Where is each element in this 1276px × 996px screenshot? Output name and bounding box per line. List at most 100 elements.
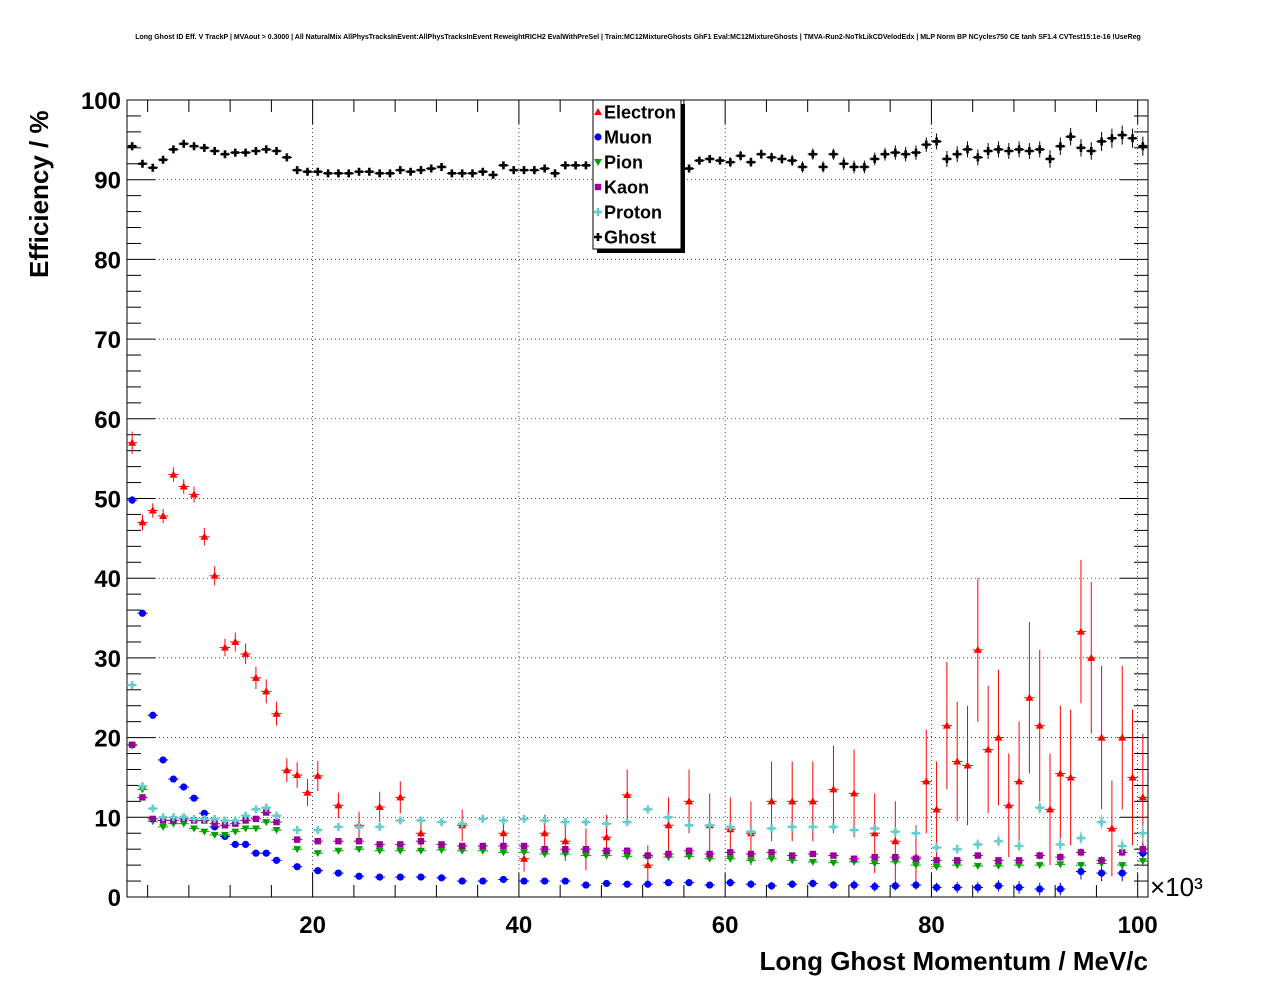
ghost-point (994, 145, 1003, 154)
electron-point (953, 757, 962, 765)
ghost-point (716, 156, 725, 165)
kaon-point (1036, 852, 1043, 859)
electron-point (231, 637, 240, 645)
pion-point (179, 820, 188, 828)
pion-point (200, 828, 209, 836)
data-series (127, 125, 1148, 896)
ghost-point (179, 139, 188, 148)
proton-point (478, 814, 487, 823)
electron-point (561, 837, 570, 845)
ghost-point (746, 158, 755, 167)
y-tick-label: 40 (94, 566, 121, 593)
proton-point (1138, 829, 1147, 838)
muon-point (994, 882, 1003, 890)
muon-point (809, 879, 817, 888)
pion-point (726, 855, 735, 863)
muon-point (1036, 885, 1044, 893)
electron-point (984, 745, 993, 753)
ghost-point (953, 150, 962, 159)
proton-point (953, 845, 962, 854)
ghost-point (963, 145, 972, 154)
pion-point (520, 849, 529, 857)
electron-point (1107, 824, 1116, 832)
muon-point (974, 883, 982, 892)
muon-point (396, 873, 404, 881)
electron-point (159, 512, 168, 520)
y-tick-label: 20 (94, 726, 121, 753)
ghost-point (550, 169, 559, 178)
muon-point (180, 783, 188, 791)
pion-point (994, 862, 1003, 870)
kaon-point (582, 845, 590, 853)
proton-point (262, 803, 271, 812)
electron-point (1025, 693, 1034, 701)
proton-point (179, 813, 188, 822)
muon-point (128, 496, 136, 504)
ghost-point (1015, 145, 1024, 154)
muon-point (932, 883, 941, 892)
kaon-point (221, 822, 229, 829)
chart-title: Long Ghost ID Eff. V TrackP | MVAout > 0… (135, 34, 1141, 41)
electron-point (1015, 777, 1024, 785)
ghost-point (1087, 147, 1096, 156)
kaon-point (1015, 857, 1023, 864)
proton-point (705, 821, 714, 830)
pion-point (241, 825, 250, 833)
ghost-point (478, 167, 487, 176)
ghost-point (282, 153, 291, 162)
ghost-point (1025, 147, 1034, 156)
x-tick-label: 100 (1118, 912, 1158, 939)
ghost-point (808, 150, 817, 159)
kaon-point (314, 838, 321, 845)
kaon-point (520, 842, 528, 850)
kaon-point (644, 852, 652, 859)
muon-point (169, 775, 178, 783)
pion-point (705, 855, 714, 863)
y-tick-label: 10 (94, 805, 121, 832)
proton-point (272, 811, 281, 820)
proton-point (293, 826, 302, 835)
ghost-point (1035, 145, 1044, 154)
kaon-point (809, 850, 817, 858)
pion-point (581, 852, 590, 860)
kaon-point (603, 847, 610, 854)
ghost-point (251, 147, 260, 156)
y-tick-label: 60 (94, 407, 121, 434)
ghost-point (571, 161, 580, 170)
pion-point (870, 860, 879, 868)
pion-point (437, 846, 446, 854)
pion-point (355, 846, 364, 854)
electron-point (1035, 721, 1044, 729)
ghost-point (891, 148, 900, 157)
muon-point (334, 869, 343, 877)
pion-point (313, 850, 322, 858)
kaon-point (995, 857, 1002, 864)
proton-point (169, 813, 178, 822)
electron-point (1118, 733, 1127, 741)
pion-point (220, 831, 229, 839)
muon-point (582, 881, 590, 889)
electron-point (241, 649, 250, 657)
ghost-point (839, 159, 848, 168)
pion-point (891, 858, 900, 866)
electron-point (1056, 769, 1065, 777)
pion-point (788, 857, 797, 865)
electron-point (1066, 773, 1075, 781)
ghost-point (262, 145, 271, 154)
proton-point (190, 814, 199, 823)
ghost-point (355, 167, 364, 176)
proton-point (499, 816, 508, 825)
muon-point (891, 882, 899, 890)
ghost-point (901, 150, 910, 159)
x-tick-label: 20 (299, 912, 326, 939)
proton-point (458, 819, 467, 828)
muon-point (664, 879, 673, 887)
pion-point (1035, 862, 1044, 870)
proton-point (685, 821, 694, 830)
pion-point (1015, 862, 1024, 870)
electron-point (1097, 733, 1106, 741)
kaon-point (912, 855, 920, 862)
electron-point (210, 571, 219, 579)
pion-point (1138, 858, 1147, 866)
kaon-point (871, 853, 878, 861)
